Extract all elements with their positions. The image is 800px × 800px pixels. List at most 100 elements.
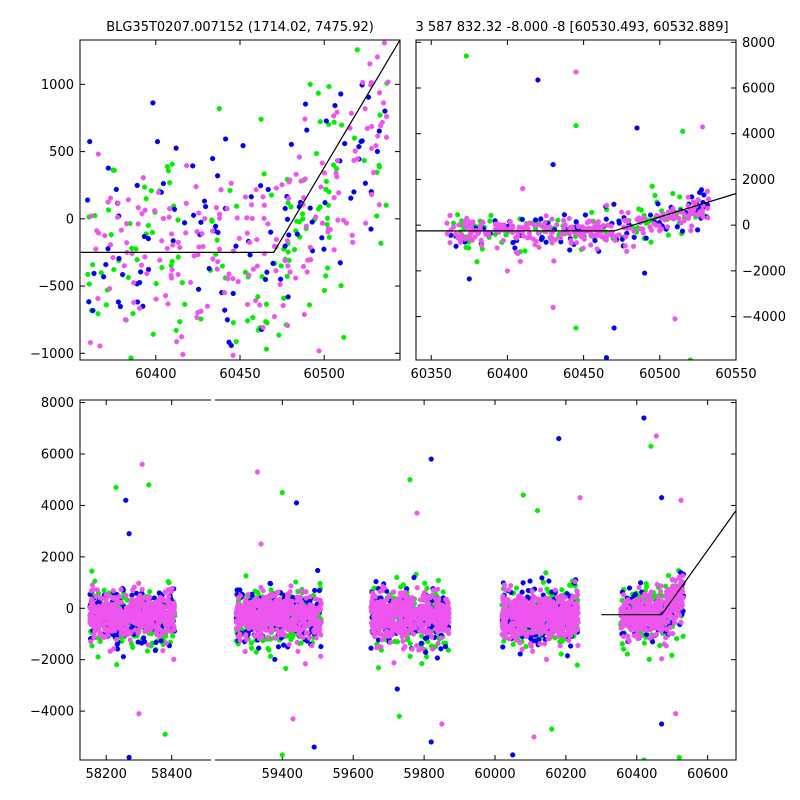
data-point-blue — [611, 201, 617, 207]
data-point-green — [167, 180, 173, 186]
data-point-blue — [240, 395, 245, 400]
data-point-violet — [352, 148, 358, 154]
data-point-violet — [514, 615, 520, 622]
data-point-blue — [564, 653, 571, 659]
data-point-violet — [554, 222, 560, 228]
data-point-violet — [466, 235, 472, 242]
data-point-green — [361, 157, 367, 164]
data-point-violet — [658, 226, 665, 232]
panel-top-right: 60350 60400 60450 60500 60550−4000−200002000… — [411, 20, 786, 382]
y-tick-label: 500 — [49, 145, 74, 160]
data-point-violet — [573, 593, 580, 600]
data-point-violet — [377, 588, 383, 595]
data-point-blue — [519, 216, 525, 223]
data-point-green — [125, 274, 131, 281]
data-point-green — [95, 311, 101, 317]
data-point-violet — [261, 371, 266, 376]
data-point-green — [652, 192, 658, 199]
data-point-green — [374, 213, 380, 219]
data-point-green — [261, 171, 267, 177]
data-point-violet — [537, 221, 543, 228]
data-point-violet — [236, 617, 242, 623]
data-point-green — [98, 270, 104, 276]
data-point-blue — [198, 219, 204, 225]
data-point-violet — [317, 597, 323, 603]
data-point-green — [455, 212, 461, 218]
data-point-blue — [150, 100, 156, 106]
data-point-violet — [129, 250, 135, 257]
data-point-violet — [166, 214, 172, 220]
data-point-blue — [100, 274, 107, 280]
data-point-violet — [153, 296, 159, 302]
data-point-violet — [273, 185, 279, 191]
data-point-violet — [537, 587, 544, 593]
data-point-violet — [445, 618, 451, 625]
data-point-violet — [523, 616, 530, 622]
data-point-green — [341, 334, 347, 341]
data-point-blue — [215, 173, 221, 179]
data-point-blue — [411, 574, 417, 581]
data-point-green — [111, 267, 117, 273]
data-point-blue — [215, 229, 221, 236]
data-point-blue — [232, 388, 237, 393]
data-point-green — [249, 645, 255, 651]
data-point-violet — [216, 246, 223, 252]
data-point-violet — [517, 610, 523, 617]
data-point-violet — [448, 227, 454, 233]
data-point-violet — [139, 610, 145, 616]
data-point-green — [145, 222, 152, 229]
data-point-violet — [305, 630, 311, 636]
data-point-violet — [282, 615, 289, 622]
data-point-violet — [468, 229, 474, 235]
data-point-violet — [457, 233, 464, 239]
data-point-violet — [118, 622, 124, 629]
data-point-violet — [548, 234, 555, 240]
data-point-violet — [400, 638, 406, 644]
data-point-violet — [424, 618, 431, 625]
data-point-violet — [163, 620, 169, 627]
data-point-violet — [418, 603, 425, 609]
data-point-violet — [444, 231, 450, 237]
data-point-blue — [87, 368, 92, 373]
data-point-violet — [494, 245, 500, 251]
data-point-blue — [139, 640, 145, 646]
data-point-violet — [622, 243, 628, 249]
data-point-blue — [272, 656, 278, 663]
data-point-blue — [137, 280, 143, 286]
data-point-violet — [348, 110, 355, 117]
data-point-violet — [398, 590, 404, 596]
data-point-violet — [165, 609, 171, 615]
data-point-violet — [369, 123, 375, 130]
data-point-violet — [325, 226, 332, 232]
data-point-violet — [152, 208, 158, 214]
y-tick-label: −4000 — [30, 705, 74, 720]
data-point-violet — [435, 600, 442, 607]
data-point-violet — [369, 192, 375, 198]
data-point-green — [306, 302, 313, 308]
data-point-blue — [86, 299, 92, 305]
data-point-green — [315, 90, 321, 96]
data-point-violet — [510, 225, 516, 231]
data-point-violet — [257, 302, 263, 308]
data-point-violet — [147, 604, 153, 611]
data-point-violet — [688, 210, 694, 216]
data-point-blue — [543, 239, 549, 245]
x-tick-label: 60550 — [715, 367, 756, 382]
data-point-violet — [111, 646, 117, 652]
data-point-violet — [385, 79, 391, 85]
data-point-violet — [685, 215, 692, 221]
data-point-violet — [651, 221, 657, 227]
data-point-violet — [389, 628, 395, 635]
data-point-green — [128, 355, 134, 360]
data-point-blue — [373, 578, 379, 585]
data-point-violet — [265, 634, 271, 641]
data-point-green — [89, 568, 95, 574]
data-point-violet — [115, 200, 121, 207]
data-point-violet — [257, 612, 264, 619]
data-point-violet — [395, 606, 401, 612]
data-point-green — [168, 262, 174, 269]
data-point-blue — [275, 644, 282, 650]
data-point-violet — [300, 611, 306, 617]
data-point-blue — [285, 294, 291, 300]
data-point-violet — [230, 276, 236, 282]
